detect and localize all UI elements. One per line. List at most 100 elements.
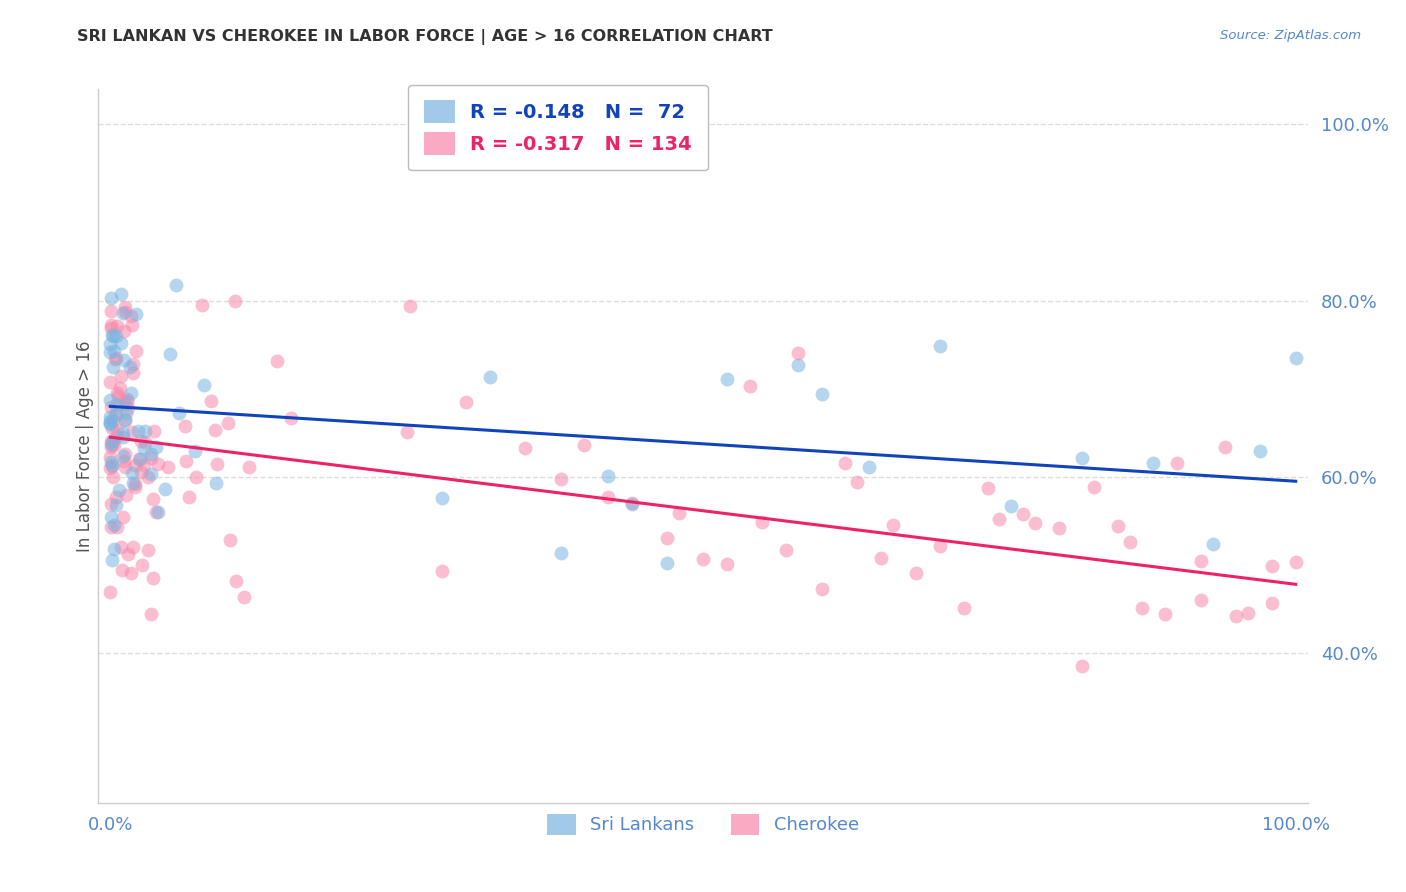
Point <box>810 582 832 596</box>
Point <box>1225 609 1247 624</box>
Point <box>101 434 124 449</box>
Point <box>173 418 195 433</box>
Point <box>550 472 572 486</box>
Point <box>98 417 121 431</box>
Point <box>1119 535 1142 549</box>
Point <box>124 458 146 472</box>
Point <box>238 460 260 475</box>
Point <box>740 378 762 392</box>
Legend: Sri Lankans, Cherokee: Sri Lankans, Cherokee <box>538 805 868 844</box>
Point <box>104 328 127 343</box>
Point <box>124 477 146 491</box>
Point <box>101 458 124 472</box>
Text: SRI LANKAN VS CHEROKEE IN LABOR FORCE | AGE > 16 CORRELATION CHART: SRI LANKAN VS CHEROKEE IN LABOR FORCE | … <box>77 29 773 45</box>
Point <box>1285 351 1308 366</box>
Text: Source: ZipAtlas.com: Source: ZipAtlas.com <box>1220 29 1361 42</box>
Point <box>110 541 132 555</box>
Point <box>121 309 143 323</box>
Point <box>224 293 246 308</box>
Point <box>184 469 207 483</box>
Point <box>184 444 207 458</box>
Point <box>204 475 226 490</box>
Point <box>100 303 122 318</box>
Point <box>98 584 121 599</box>
Point <box>138 470 160 484</box>
Point <box>574 438 596 452</box>
Point <box>101 553 124 567</box>
Point <box>395 425 418 439</box>
Point <box>111 430 134 444</box>
Point <box>98 450 121 464</box>
Point <box>1107 518 1129 533</box>
Point <box>105 386 128 401</box>
Point <box>1000 499 1022 513</box>
Point <box>134 434 156 449</box>
Point <box>111 563 134 577</box>
Point <box>100 437 122 451</box>
Point <box>620 497 643 511</box>
Point <box>129 465 152 479</box>
Point <box>100 320 122 334</box>
Point <box>217 416 239 430</box>
Point <box>112 454 135 468</box>
Point <box>810 387 832 401</box>
Point <box>111 449 134 463</box>
Point <box>101 421 124 435</box>
Point <box>131 558 153 572</box>
Point <box>432 491 454 506</box>
Point <box>108 381 131 395</box>
Point <box>114 413 136 427</box>
Point <box>858 459 880 474</box>
Point <box>157 459 180 474</box>
Point <box>112 324 135 338</box>
Point <box>142 491 165 506</box>
Point <box>139 451 162 466</box>
Point <box>142 424 165 438</box>
Point <box>105 423 128 437</box>
Point <box>165 278 187 293</box>
Point <box>110 335 132 350</box>
Point <box>1012 507 1035 521</box>
Point <box>112 510 135 524</box>
Point <box>218 533 240 548</box>
Point <box>98 460 121 475</box>
Y-axis label: In Labor Force | Age > 16: In Labor Force | Age > 16 <box>76 340 94 552</box>
Point <box>121 475 143 490</box>
Point <box>105 428 128 442</box>
Point <box>103 438 125 452</box>
Point <box>128 451 150 466</box>
Point <box>112 353 135 368</box>
Point <box>454 395 477 409</box>
Point <box>1130 600 1153 615</box>
Point <box>100 291 122 305</box>
Point <box>169 407 191 421</box>
Point <box>139 607 162 621</box>
Point <box>775 543 797 558</box>
Point <box>100 440 122 454</box>
Point <box>716 372 738 386</box>
Point <box>114 447 136 461</box>
Point <box>125 307 148 321</box>
Point <box>834 456 856 470</box>
Point <box>929 339 952 353</box>
Point <box>205 457 228 471</box>
Point <box>100 337 122 351</box>
Point <box>432 564 454 578</box>
Point <box>146 505 169 519</box>
Point <box>104 408 127 422</box>
Point <box>103 343 125 358</box>
Point <box>104 498 127 512</box>
Point <box>114 300 136 314</box>
Point <box>110 368 132 383</box>
Point <box>100 375 122 389</box>
Point <box>103 542 125 557</box>
Point <box>145 505 167 519</box>
Point <box>108 483 131 498</box>
Point <box>132 441 155 455</box>
Point <box>1202 536 1225 550</box>
Point <box>125 344 148 359</box>
Point <box>117 547 139 561</box>
Point <box>121 366 143 380</box>
Point <box>104 490 127 504</box>
Point <box>225 574 247 588</box>
